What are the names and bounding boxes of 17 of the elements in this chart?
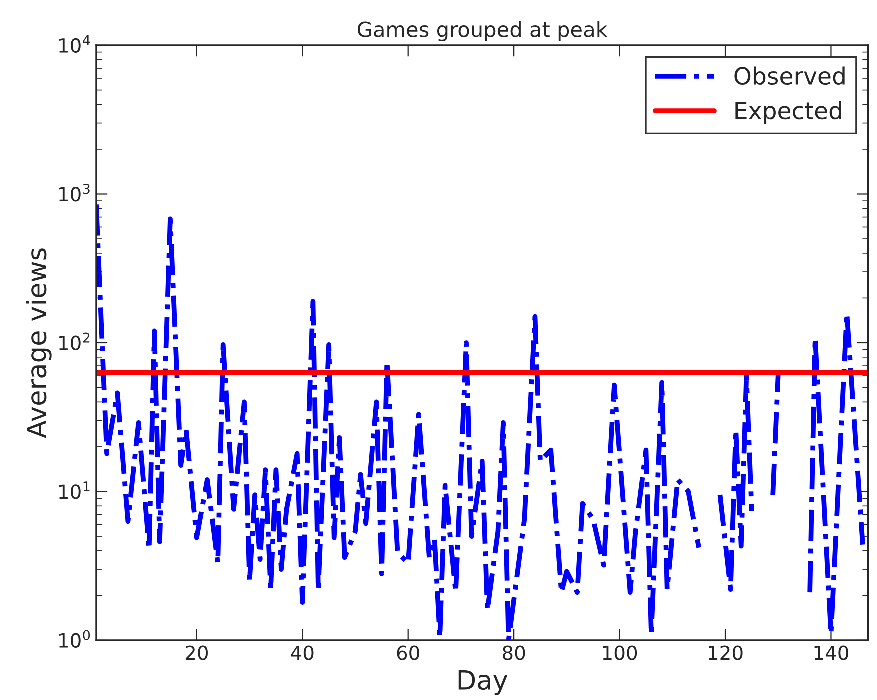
chart-title: Games grouped at peak [358, 21, 608, 42]
legend-label: Observed [734, 66, 845, 86]
y-tick-label: 10$^{3}$ [60, 184, 90, 202]
x-tick-label: 80 [503, 646, 526, 660]
x-tick-label: 100 [603, 646, 638, 660]
x-tick-label: 120 [709, 646, 743, 660]
x-tick-label: 60 [397, 646, 420, 660]
y-tick-label: 10$^{4}$ [60, 35, 90, 54]
y-axis-title: Average views [26, 248, 52, 438]
x-tick-label: 20 [186, 646, 208, 660]
y-tick-label: 10$^{2}$ [60, 332, 90, 351]
x-axis-title: Day [458, 670, 508, 696]
y-tick-label: 10$^{1}$ [60, 482, 90, 500]
x-tick-label: 140 [814, 646, 848, 660]
legend-label: Expected [736, 101, 842, 124]
y-tick-label: 10$^{0}$ [60, 630, 90, 648]
x-tick-label: 40 [291, 646, 314, 660]
